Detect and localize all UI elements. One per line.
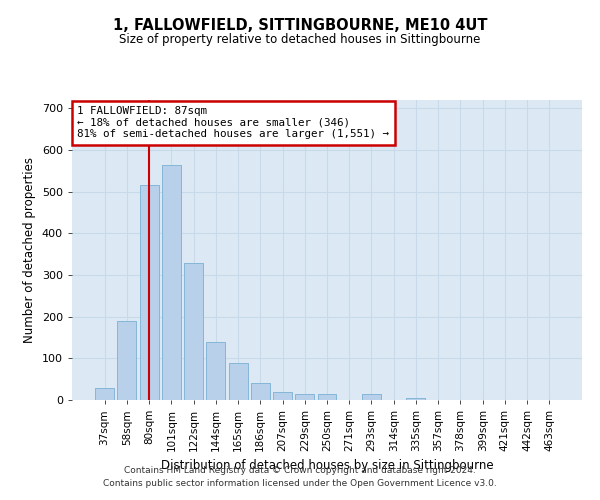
Bar (251, 384, 270, 400)
Bar (206, 342, 225, 400)
Bar (273, 392, 292, 400)
Bar (140, 186, 158, 400)
Bar (118, 321, 136, 400)
Bar (406, 398, 425, 400)
Text: 1 FALLOWFIELD: 87sqm
← 18% of detached houses are smaller (346)
81% of semi-deta: 1 FALLOWFIELD: 87sqm ← 18% of detached h… (77, 106, 389, 139)
Bar (229, 362, 248, 400)
Text: Contains HM Land Registry data © Crown copyright and database right 2024.
Contai: Contains HM Land Registry data © Crown c… (103, 466, 497, 487)
Bar (295, 394, 314, 400)
Text: 1, FALLOWFIELD, SITTINGBOURNE, ME10 4UT: 1, FALLOWFIELD, SITTINGBOURNE, ME10 4UT (113, 18, 487, 32)
Bar (317, 394, 337, 400)
X-axis label: Distribution of detached houses by size in Sittingbourne: Distribution of detached houses by size … (161, 460, 493, 472)
Bar (184, 262, 203, 400)
Bar (162, 164, 181, 400)
Bar (362, 394, 381, 400)
Bar (95, 388, 114, 400)
Text: Size of property relative to detached houses in Sittingbourne: Size of property relative to detached ho… (119, 32, 481, 46)
Y-axis label: Number of detached properties: Number of detached properties (23, 157, 36, 343)
